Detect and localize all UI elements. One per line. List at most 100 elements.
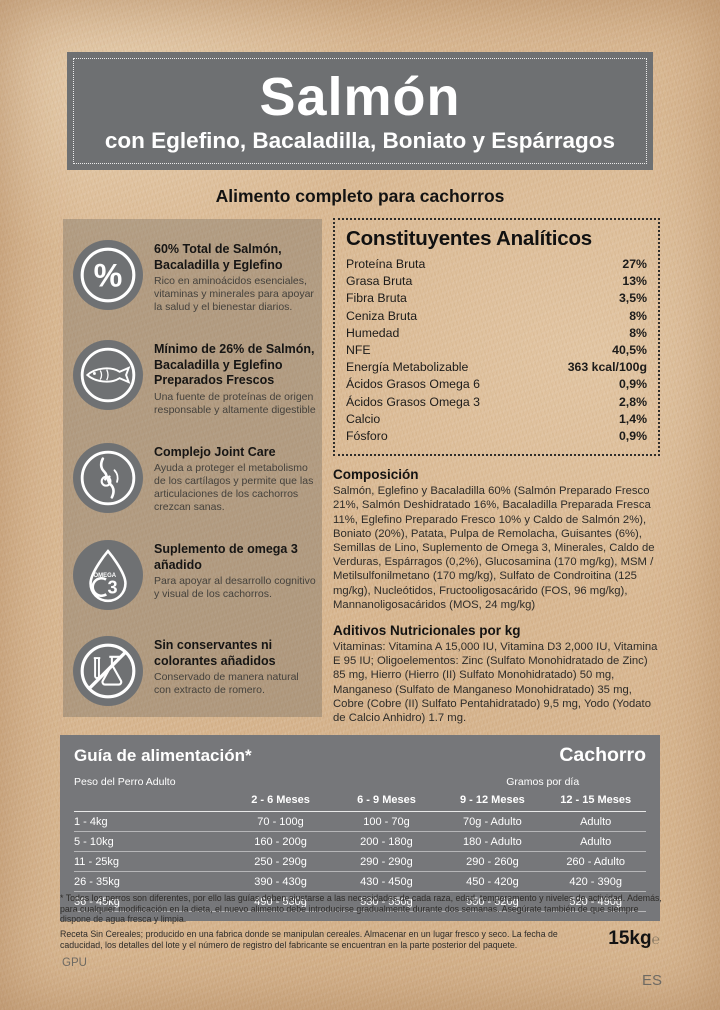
fish-icon <box>73 340 143 410</box>
percent-icon: % <box>73 240 143 310</box>
right-column: Constituyentes Analíticos Proteína Bruta… <box>333 218 660 725</box>
analytical-title: Constituyentes Analíticos <box>346 227 592 250</box>
analytic-value: 8% <box>629 308 647 323</box>
feature-text-block: Mínimo de 26% de Salmón, Bacaladilla y E… <box>154 340 316 417</box>
weight-range-cell: 5 - 10kg <box>74 835 114 848</box>
storage-note: Receta Sin Cereales; producido en una fa… <box>60 929 558 950</box>
table-row: 11 - 25kg 250 - 290g 290 - 290g 290 - 26… <box>74 852 646 872</box>
analytic-value: 27% <box>622 257 647 271</box>
feature-body: Para apoyar al desarrollo cognitivo y vi… <box>154 575 316 600</box>
grams-cell: 490 - 530g <box>254 895 307 908</box>
column-header: 2 - 6 Meses <box>251 794 310 806</box>
print-code: GPU <box>62 957 87 969</box>
feature-joint-care: Complejo Joint Care Ayuda a proteger el … <box>73 442 316 515</box>
grams-cell: 290 - 290g <box>360 855 413 868</box>
analytic-label: NFE <box>346 343 371 358</box>
additives-title: Aditivos Nutricionales por kg <box>333 623 521 639</box>
grams-cell: 200 - 180g <box>360 835 413 848</box>
feature-title: Mínimo de 26% de Salmón, Bacaladilla y E… <box>154 342 315 387</box>
column-header: 9 - 12 Meses <box>459 794 525 806</box>
grams-cell: 70g - Adulto <box>463 815 522 828</box>
analytic-row: Humedad 8% <box>346 325 647 342</box>
product-tagline: Alimento completo para cachorros <box>215 186 505 206</box>
analytic-value: 8% <box>629 325 647 340</box>
table-row: 36 - 45kg 490 - 530g 530 - 550g 550 - 52… <box>74 892 646 912</box>
feature-title: Sin conservantes ni colorantes añadidos <box>154 638 276 668</box>
unit-label: Gramos por día <box>506 776 580 788</box>
grams-cell: 160 - 200g <box>254 835 307 848</box>
feature-body: Conservado de manera natural con extract… <box>154 671 299 696</box>
analytic-value: 40,5% <box>612 343 647 358</box>
analytic-label: Calcio <box>346 411 381 426</box>
analytic-label: Humedad <box>346 325 400 340</box>
feature-omega3: OMEGA 3 Suplemento de omega 3 añadido Pa… <box>73 540 316 610</box>
analytic-row: Calcio 1,4% <box>346 411 647 428</box>
analytic-value: 13% <box>622 274 647 289</box>
feature-text-block: 60% Total de Salmón, Bacaladilla y Eglef… <box>154 240 316 314</box>
analytic-value: 2,8% <box>618 394 647 409</box>
omega-label: OMEGA <box>94 573 117 579</box>
analytic-value: 0,9% <box>618 429 647 444</box>
analytic-row: Proteína Bruta 27% <box>346 256 647 273</box>
analytic-row: Fibra Bruta 3,5% <box>346 290 647 307</box>
grams-cell: 260 - Adulto <box>566 855 626 868</box>
analytic-label: Ácidos Grasos Omega 6 <box>346 377 480 392</box>
feature-text-block: Complejo Joint Care Ayuda a proteger el … <box>154 443 316 515</box>
feature-text-block: Sin conservantes ni colorantes añadidos … <box>154 636 316 706</box>
feature-title: Complejo Joint Care <box>154 444 276 459</box>
net-weight-value: 15kg <box>608 928 652 949</box>
grams-cell: 430 - 450g <box>360 875 413 888</box>
analytic-value: 0,9% <box>618 377 647 392</box>
feeding-guide-footnote: * Todos los perros son diferentes, por e… <box>60 893 662 925</box>
table-row: 1 - 4kg 70 - 100g 100 - 70g 70g - Adulto… <box>74 812 646 832</box>
estimated-sign: ℮ <box>651 931 660 947</box>
weight-range-cell: 36 - 45kg <box>74 895 120 908</box>
grams-cell: Adulto <box>580 815 612 828</box>
feature-title: 60% Total de Salmón, Bacaladilla y Eglef… <box>154 242 283 272</box>
feeding-guide-column-headers: 2 - 6 Meses 6 - 9 Meses 9 - 12 Meses 12 … <box>74 791 646 812</box>
product-subtitle: con Eglefino, Bacaladilla, Boniato y Esp… <box>104 127 616 153</box>
column-header: 12 - 15 Meses <box>560 794 632 806</box>
no-additives-icon <box>73 636 143 706</box>
analytic-label: Proteína Bruta <box>346 257 426 271</box>
feature-text-block: Suplemento de omega 3 añadido Para apoya… <box>154 540 316 610</box>
analytic-value: 3,5% <box>618 291 647 306</box>
grams-cell: Adulto <box>580 835 612 848</box>
features-panel: % 60% Total de Salmón, Bacaladilla y Egl… <box>63 219 322 717</box>
omega3-number: 3 <box>107 578 117 598</box>
feeding-guide-table: Guía de alimentación* Cachorro Peso del … <box>60 735 660 921</box>
analytic-label: Energía Metabolizable <box>346 360 469 375</box>
grams-cell: 390 - 430g <box>254 875 307 888</box>
feature-body: Ayuda a proteger el metabolismo de los c… <box>154 462 314 513</box>
analytic-label: Fibra Bruta <box>346 291 407 306</box>
grams-cell: 250 - 290g <box>254 855 307 868</box>
percent-glyph: % <box>94 258 123 294</box>
composition-title: Composición <box>333 467 419 483</box>
grams-cell: 70 - 100g <box>257 815 304 828</box>
header-dotted-frame: Salmón con Eglefino, Bacaladilla, Boniat… <box>73 58 647 164</box>
analytic-row: Ácidos Grasos Omega 6 0,9% <box>346 376 647 393</box>
table-row: 5 - 10kg 160 - 200g 200 - 180g 180 - Adu… <box>74 832 646 852</box>
grams-cell: 180 - Adulto <box>463 835 522 848</box>
additives-text: Vitaminas: Vitamina A 15,000 IU, Vitamin… <box>333 641 658 725</box>
analytic-label: Grasa Bruta <box>346 274 413 289</box>
analytic-value: 1,4% <box>618 411 647 426</box>
grams-cell: 550 - 520g <box>466 895 519 908</box>
storage-note-row: Receta Sin Cereales; producido en una fa… <box>60 929 660 950</box>
weight-axis-label: Peso del Perro Adulto <box>74 776 176 788</box>
analytic-row: Ceniza Bruta 8% <box>346 308 647 325</box>
grams-cell: 530 - 550g <box>360 895 413 908</box>
analytical-constituents-box: Constituyentes Analíticos Proteína Bruta… <box>333 218 660 457</box>
analytic-label: Fósforo <box>346 429 388 444</box>
feature-no-preservatives: Sin conservantes ni colorantes añadidos … <box>73 636 316 706</box>
weight-range-cell: 1 - 4kg <box>74 815 108 828</box>
product-header: Salmón con Eglefino, Bacaladilla, Boniat… <box>67 52 653 170</box>
language-code: ES <box>641 972 662 989</box>
analytic-row: Fósforo 0,9% <box>346 428 647 445</box>
column-header: 6 - 9 Meses <box>357 794 416 806</box>
net-weight: 15kg℮ <box>608 929 660 949</box>
grams-cell: 420 - 390g <box>569 875 622 888</box>
weight-range-cell: 11 - 25kg <box>74 855 120 868</box>
analytic-label: Ácidos Grasos Omega 3 <box>346 394 480 409</box>
grams-cell: 290 - 260g <box>466 855 519 868</box>
